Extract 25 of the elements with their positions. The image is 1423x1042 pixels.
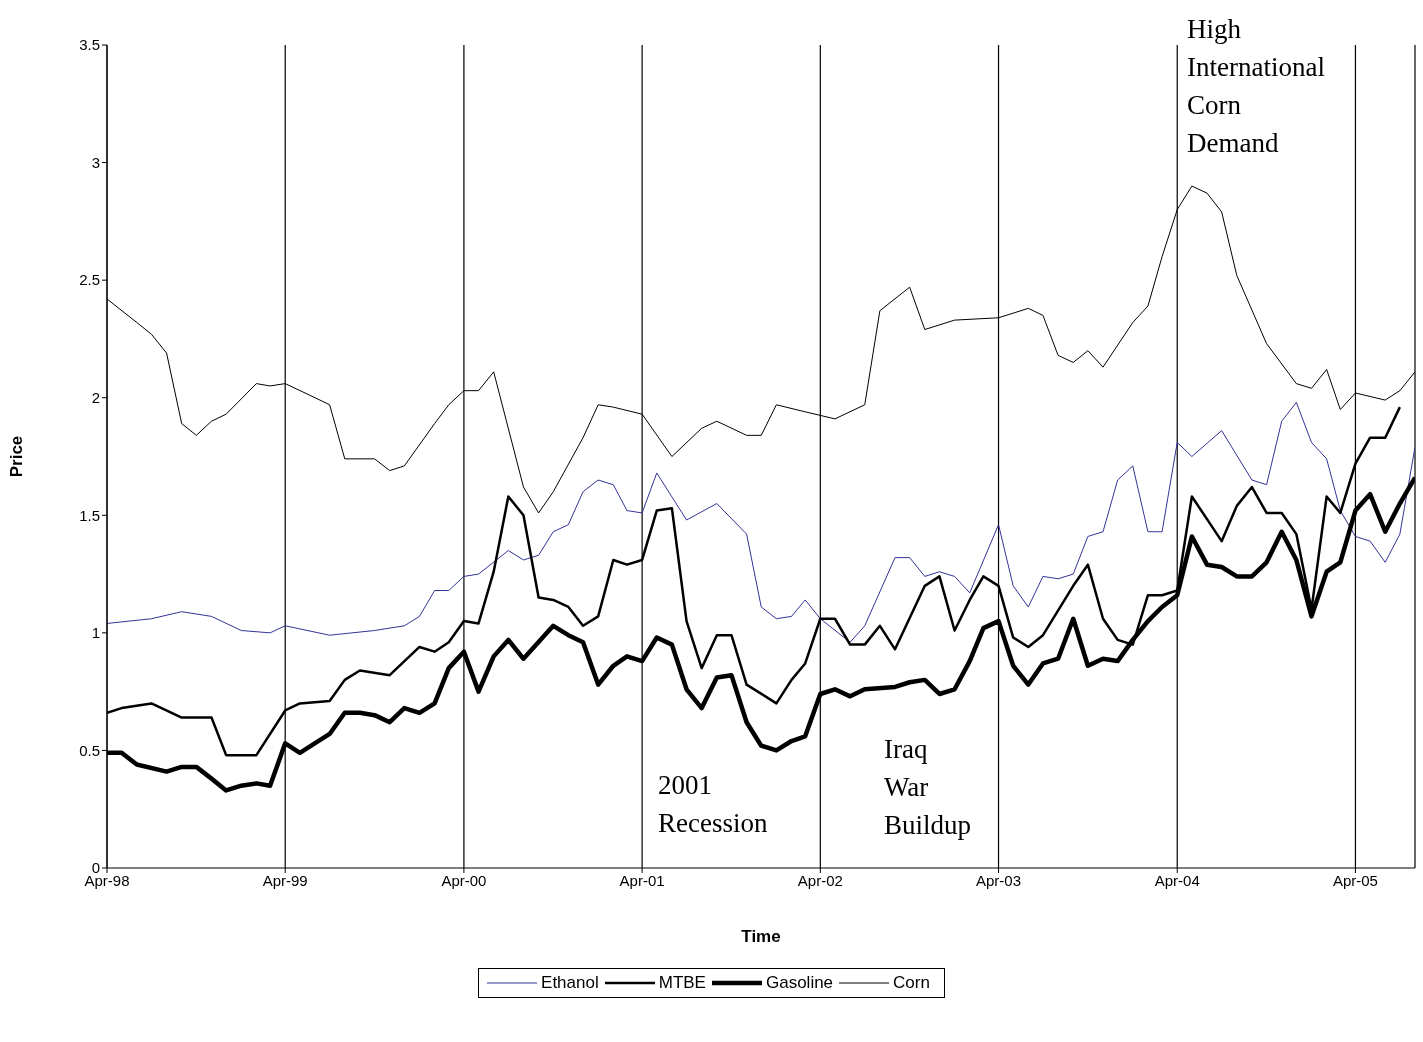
y-tick-label: 3 — [91, 153, 100, 171]
y-tick-label: 0.5 — [79, 741, 100, 759]
annotation: 2001 Recession — [658, 769, 768, 840]
y-tick-label: 2 — [91, 389, 100, 407]
legend-label: Gasoline — [765, 973, 834, 993]
x-tick-label: Apr-03 — [976, 871, 1022, 889]
x-tick-label: Apr-01 — [619, 871, 665, 889]
x-axis-title: Time — [741, 927, 781, 947]
legend-label: Ethanol — [541, 973, 599, 993]
y-tick-label: 0 — [91, 859, 100, 877]
line-series — [107, 401, 1415, 643]
y-axis-title: Price — [7, 435, 27, 478]
y-tick-label: 1.5 — [79, 506, 100, 524]
y-tick-label: 1 — [91, 624, 100, 642]
annotation: Iraq War Buildup — [884, 733, 972, 842]
y-tick-label: 3.5 — [79, 36, 100, 54]
x-tick-label: Apr-05 — [1332, 871, 1378, 889]
legend-label: Corn — [893, 973, 930, 993]
x-tick-label: Apr-02 — [797, 871, 843, 889]
x-tick-label: Apr-04 — [1154, 871, 1200, 889]
annotation: High International Corn Demand — [1187, 13, 1325, 160]
y-tick-label: 2.5 — [79, 271, 100, 289]
legend-label: MTBE — [658, 973, 706, 993]
x-tick-label: Apr-99 — [262, 871, 308, 889]
x-tick-label: Apr-00 — [441, 871, 487, 889]
